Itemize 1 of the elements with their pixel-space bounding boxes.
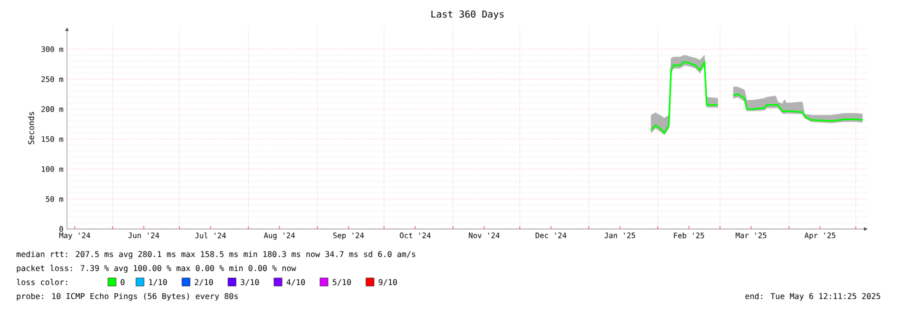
- chart-title: Last 360 Days: [431, 10, 504, 20]
